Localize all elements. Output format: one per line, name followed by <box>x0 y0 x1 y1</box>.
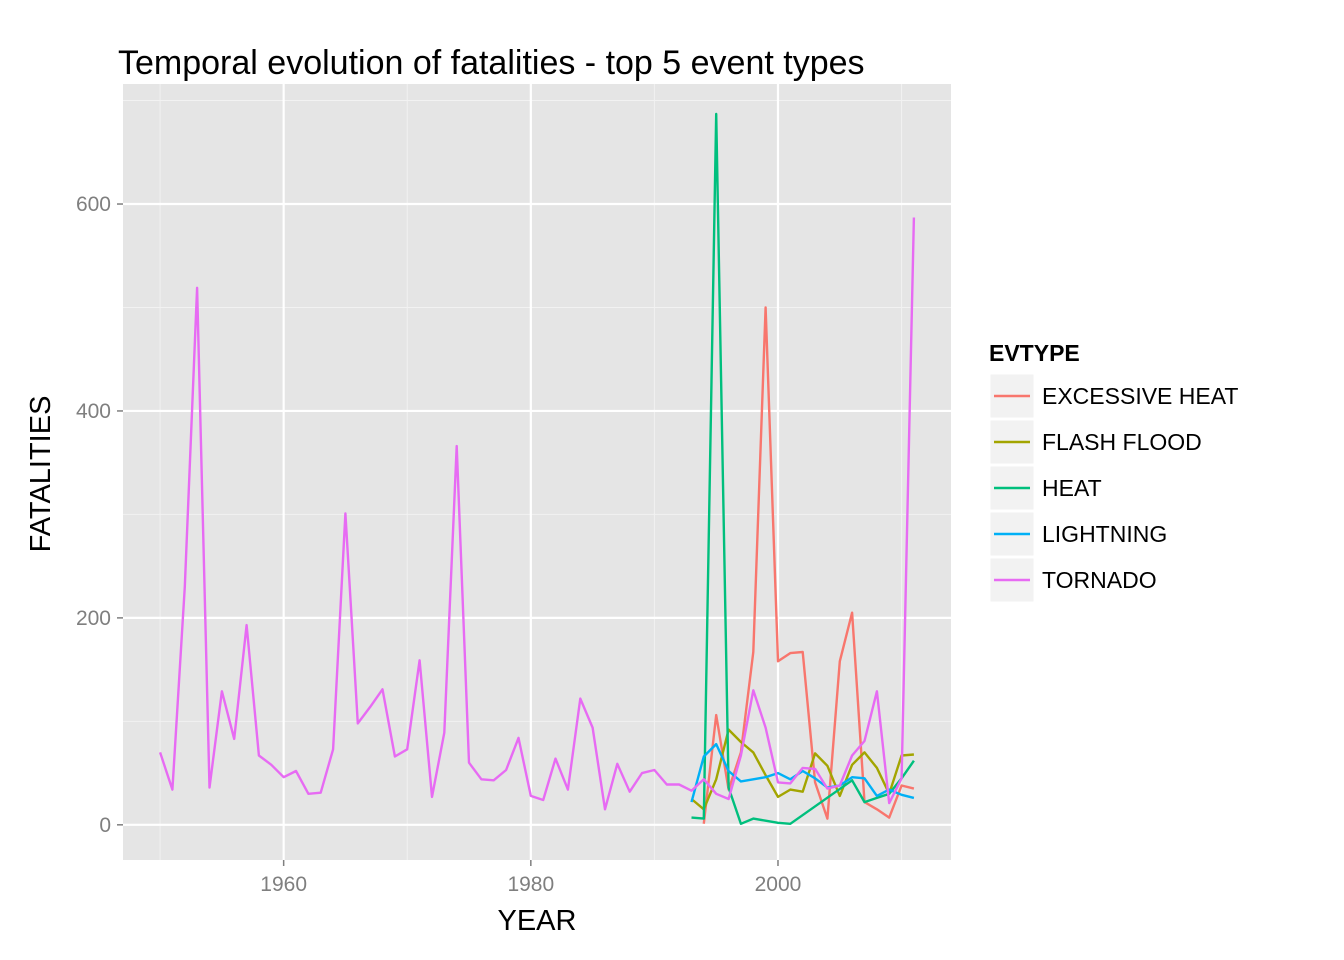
legend-label-tornado: TORNADO <box>1042 567 1157 593</box>
x-tick-label: 1980 <box>507 873 554 896</box>
legend-label-flash-flood: FLASH FLOOD <box>1042 429 1202 455</box>
chart-title: Temporal evolution of fatalities - top 5… <box>118 44 865 82</box>
y-tick-label: 200 <box>76 607 111 630</box>
legend-items: EXCESSIVE HEAT FLASH FLOOD HEAT LIGHTNING TO… <box>989 373 1238 603</box>
legend-label-lightning: LIGHTNING <box>1042 521 1167 547</box>
x-tick-label: 2000 <box>755 873 802 896</box>
series-line-heat <box>691 112 915 825</box>
series-line-tornado <box>158 217 916 811</box>
legend-label-excessive-heat: EXCESSIVE HEAT <box>1042 383 1238 409</box>
x-tick-label: 1960 <box>260 873 307 896</box>
y-tick-label: 400 <box>76 400 111 423</box>
legend: EVTYPE EXCESSIVE HEAT FLASH FLOOD HEAT LIGH… <box>989 340 1238 603</box>
minor-gridlines <box>123 84 951 860</box>
axis-ticks <box>117 203 779 866</box>
series-lines <box>158 112 916 825</box>
x-axis-title: YEAR <box>498 905 577 937</box>
legend-title: EVTYPE <box>989 340 1080 366</box>
y-axis-title: FATALITIES <box>25 396 57 553</box>
y-tick-label: 600 <box>76 193 111 216</box>
legend-label-heat: HEAT <box>1042 475 1102 501</box>
y-tick-label: 0 <box>99 814 111 837</box>
plot-panel <box>123 84 951 860</box>
series-line-lightning <box>690 742 915 803</box>
major-gridlines <box>123 84 951 860</box>
axis-tick-labels: 1960 1980 2000 0 200 400 600 <box>76 193 801 896</box>
